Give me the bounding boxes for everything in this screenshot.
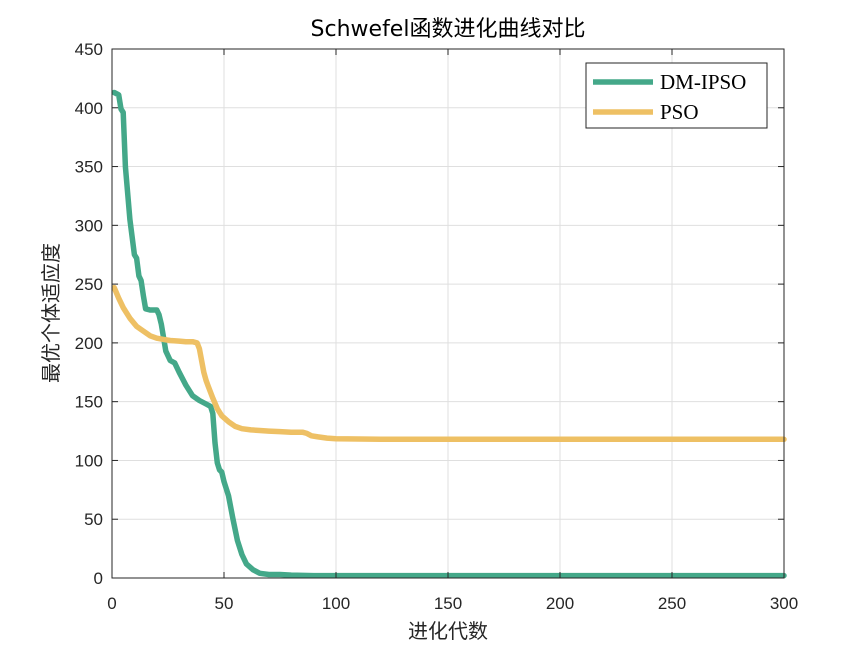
y-tick-label: 350 [75, 158, 103, 177]
x-tick-label: 50 [215, 594, 234, 613]
x-tick-label: 100 [322, 594, 350, 613]
x-tick-label: 150 [434, 594, 462, 613]
chart-title: Schwefel函数进化曲线对比 [311, 17, 586, 42]
ticks [111, 48, 785, 579]
legend-label-pso: PSO [660, 100, 699, 124]
y-tick-label: 300 [75, 216, 103, 235]
y-tick-label: 100 [75, 451, 103, 470]
y-axis-label: 最优个体适应度 [39, 243, 63, 383]
x-tick-labels: 0 50 100 150 200 250 300 [107, 594, 798, 613]
series-layer [111, 89, 787, 579]
y-tick-labels: 0 50 100 150 200 250 300 350 400 450 [75, 40, 103, 588]
y-tick-label: 50 [84, 510, 103, 529]
legend-label-dm-ipso: DM-IPSO [660, 70, 746, 94]
x-tick-label: 250 [658, 594, 686, 613]
y-tick-label: 150 [75, 393, 103, 412]
y-tick-label: 450 [75, 40, 103, 59]
x-tick-label: 300 [770, 594, 798, 613]
legend-box [585, 62, 768, 129]
series-line-dm-ipso [111, 89, 787, 579]
legend: DM-IPSO PSO [585, 62, 768, 129]
x-axis-label: 进化代数 [408, 619, 488, 643]
y-tick-label: 200 [75, 334, 103, 353]
y-tick-label: 0 [94, 569, 103, 588]
y-tick-label: 250 [75, 275, 103, 294]
series-line-pso [111, 284, 787, 443]
x-tick-label: 200 [546, 594, 574, 613]
y-tick-label: 400 [75, 99, 103, 118]
x-tick-label: 0 [107, 594, 116, 613]
